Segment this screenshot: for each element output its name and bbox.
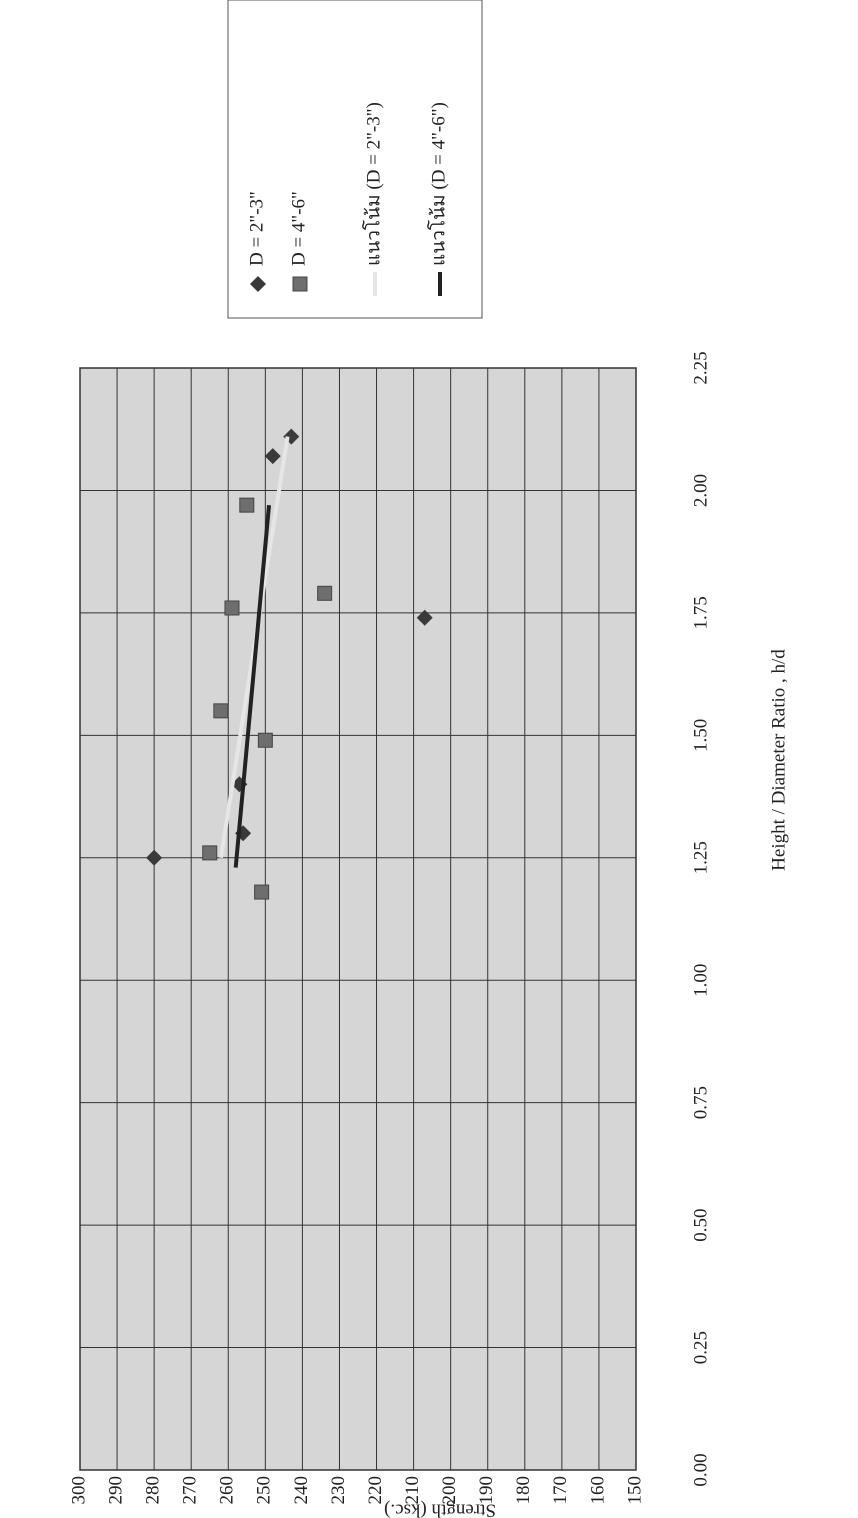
y-tick-label: 190 <box>476 1476 497 1505</box>
x-tick-label: 1.25 <box>690 841 711 874</box>
legend-label: D = 2"-3" <box>246 191 267 266</box>
y-tick-label: 200 <box>439 1476 460 1505</box>
square-marker <box>257 732 273 748</box>
y-tick-label: 150 <box>624 1476 645 1505</box>
x-tick-label: 1.75 <box>690 596 711 629</box>
x-axis-title: Height / Diameter Ratio , h/d <box>768 649 789 871</box>
square-marker <box>224 600 240 616</box>
y-tick-label: 170 <box>550 1476 571 1505</box>
legend-label: D = 4"-6" <box>288 191 309 266</box>
diamond-marker <box>231 776 248 793</box>
diamond-marker <box>283 428 300 445</box>
y-tick-label: 230 <box>328 1476 349 1505</box>
y-tick-label: 300 <box>68 1476 89 1505</box>
x-tick-label: 0.00 <box>690 1453 711 1486</box>
trend-line <box>233 504 272 868</box>
diamond-marker <box>264 448 281 465</box>
x-tick-label: 2.00 <box>690 474 711 507</box>
legend-label: แนวโน้ม (D = 2"-3") <box>361 102 384 266</box>
chart: Height / Diameter Ratio , h/d Strength (… <box>68 0 789 1518</box>
square-marker <box>213 703 229 719</box>
square-marker <box>317 585 333 601</box>
y-tick-label: 260 <box>217 1476 238 1505</box>
square-marker <box>254 884 270 900</box>
square-marker <box>239 497 255 513</box>
y-tick-label: 210 <box>402 1476 423 1505</box>
y-tick-label: 240 <box>291 1476 312 1505</box>
square-marker <box>292 276 308 292</box>
x-tick-label: 2.25 <box>690 351 711 384</box>
y-tick-label: 270 <box>180 1476 201 1505</box>
y-tick-label: 180 <box>513 1476 534 1505</box>
x-tick-label: 1.00 <box>690 964 711 997</box>
x-tick-label: 1.50 <box>690 719 711 752</box>
y-tick-label: 250 <box>254 1476 275 1505</box>
diamond-marker <box>416 609 433 626</box>
plot-area <box>79 367 637 1471</box>
diamond-marker <box>235 825 252 842</box>
x-tick-label: 0.50 <box>690 1208 711 1241</box>
y-tick-label: 220 <box>365 1476 386 1505</box>
y-tick-label: 280 <box>142 1476 163 1505</box>
diamond-marker <box>250 276 266 292</box>
diamond-marker <box>146 849 163 866</box>
legend-box <box>227 0 483 319</box>
legend-label: แนวโน้ม (D = 4"-6") <box>426 102 449 266</box>
y-axis-title: Strength (ksc.) <box>384 1500 496 1518</box>
x-tick-label: 0.75 <box>690 1086 711 1119</box>
x-tick-label: 0.25 <box>690 1331 711 1364</box>
y-tick-label: 290 <box>105 1476 126 1505</box>
square-marker <box>202 845 218 861</box>
y-tick-label: 160 <box>587 1476 608 1505</box>
